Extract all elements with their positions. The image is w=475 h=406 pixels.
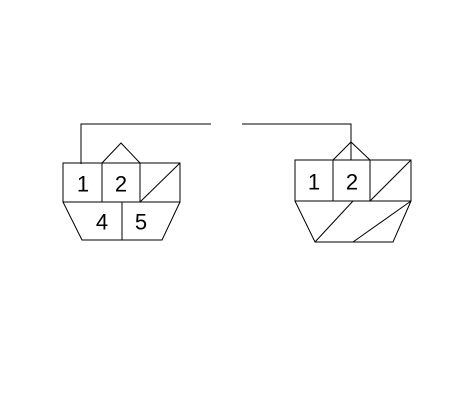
connector-right-bottom-row xyxy=(294,200,412,243)
connector-left: 1 2 4 5 xyxy=(62,142,181,241)
connector-left-empty-slash xyxy=(139,162,181,203)
connector-right-empty-slash xyxy=(314,200,354,243)
connector-left-key-tab xyxy=(100,142,142,164)
connector-right-pin-2: 2 xyxy=(346,170,358,195)
wire-right-segment xyxy=(242,123,352,160)
wire-left-segment xyxy=(80,123,211,164)
connector-right-empty-slash xyxy=(352,200,412,243)
connector-left-pin-5: 5 xyxy=(135,210,147,235)
wire xyxy=(80,123,352,164)
connector-left-pin-2: 2 xyxy=(115,172,127,197)
connector-right: 1 2 xyxy=(294,141,412,243)
connector-left-pin-1: 1 xyxy=(77,172,89,197)
connector-left-pin-4: 4 xyxy=(96,210,108,235)
connector-right-empty-slash xyxy=(369,159,412,202)
connector-right-pin-1: 1 xyxy=(308,170,320,195)
